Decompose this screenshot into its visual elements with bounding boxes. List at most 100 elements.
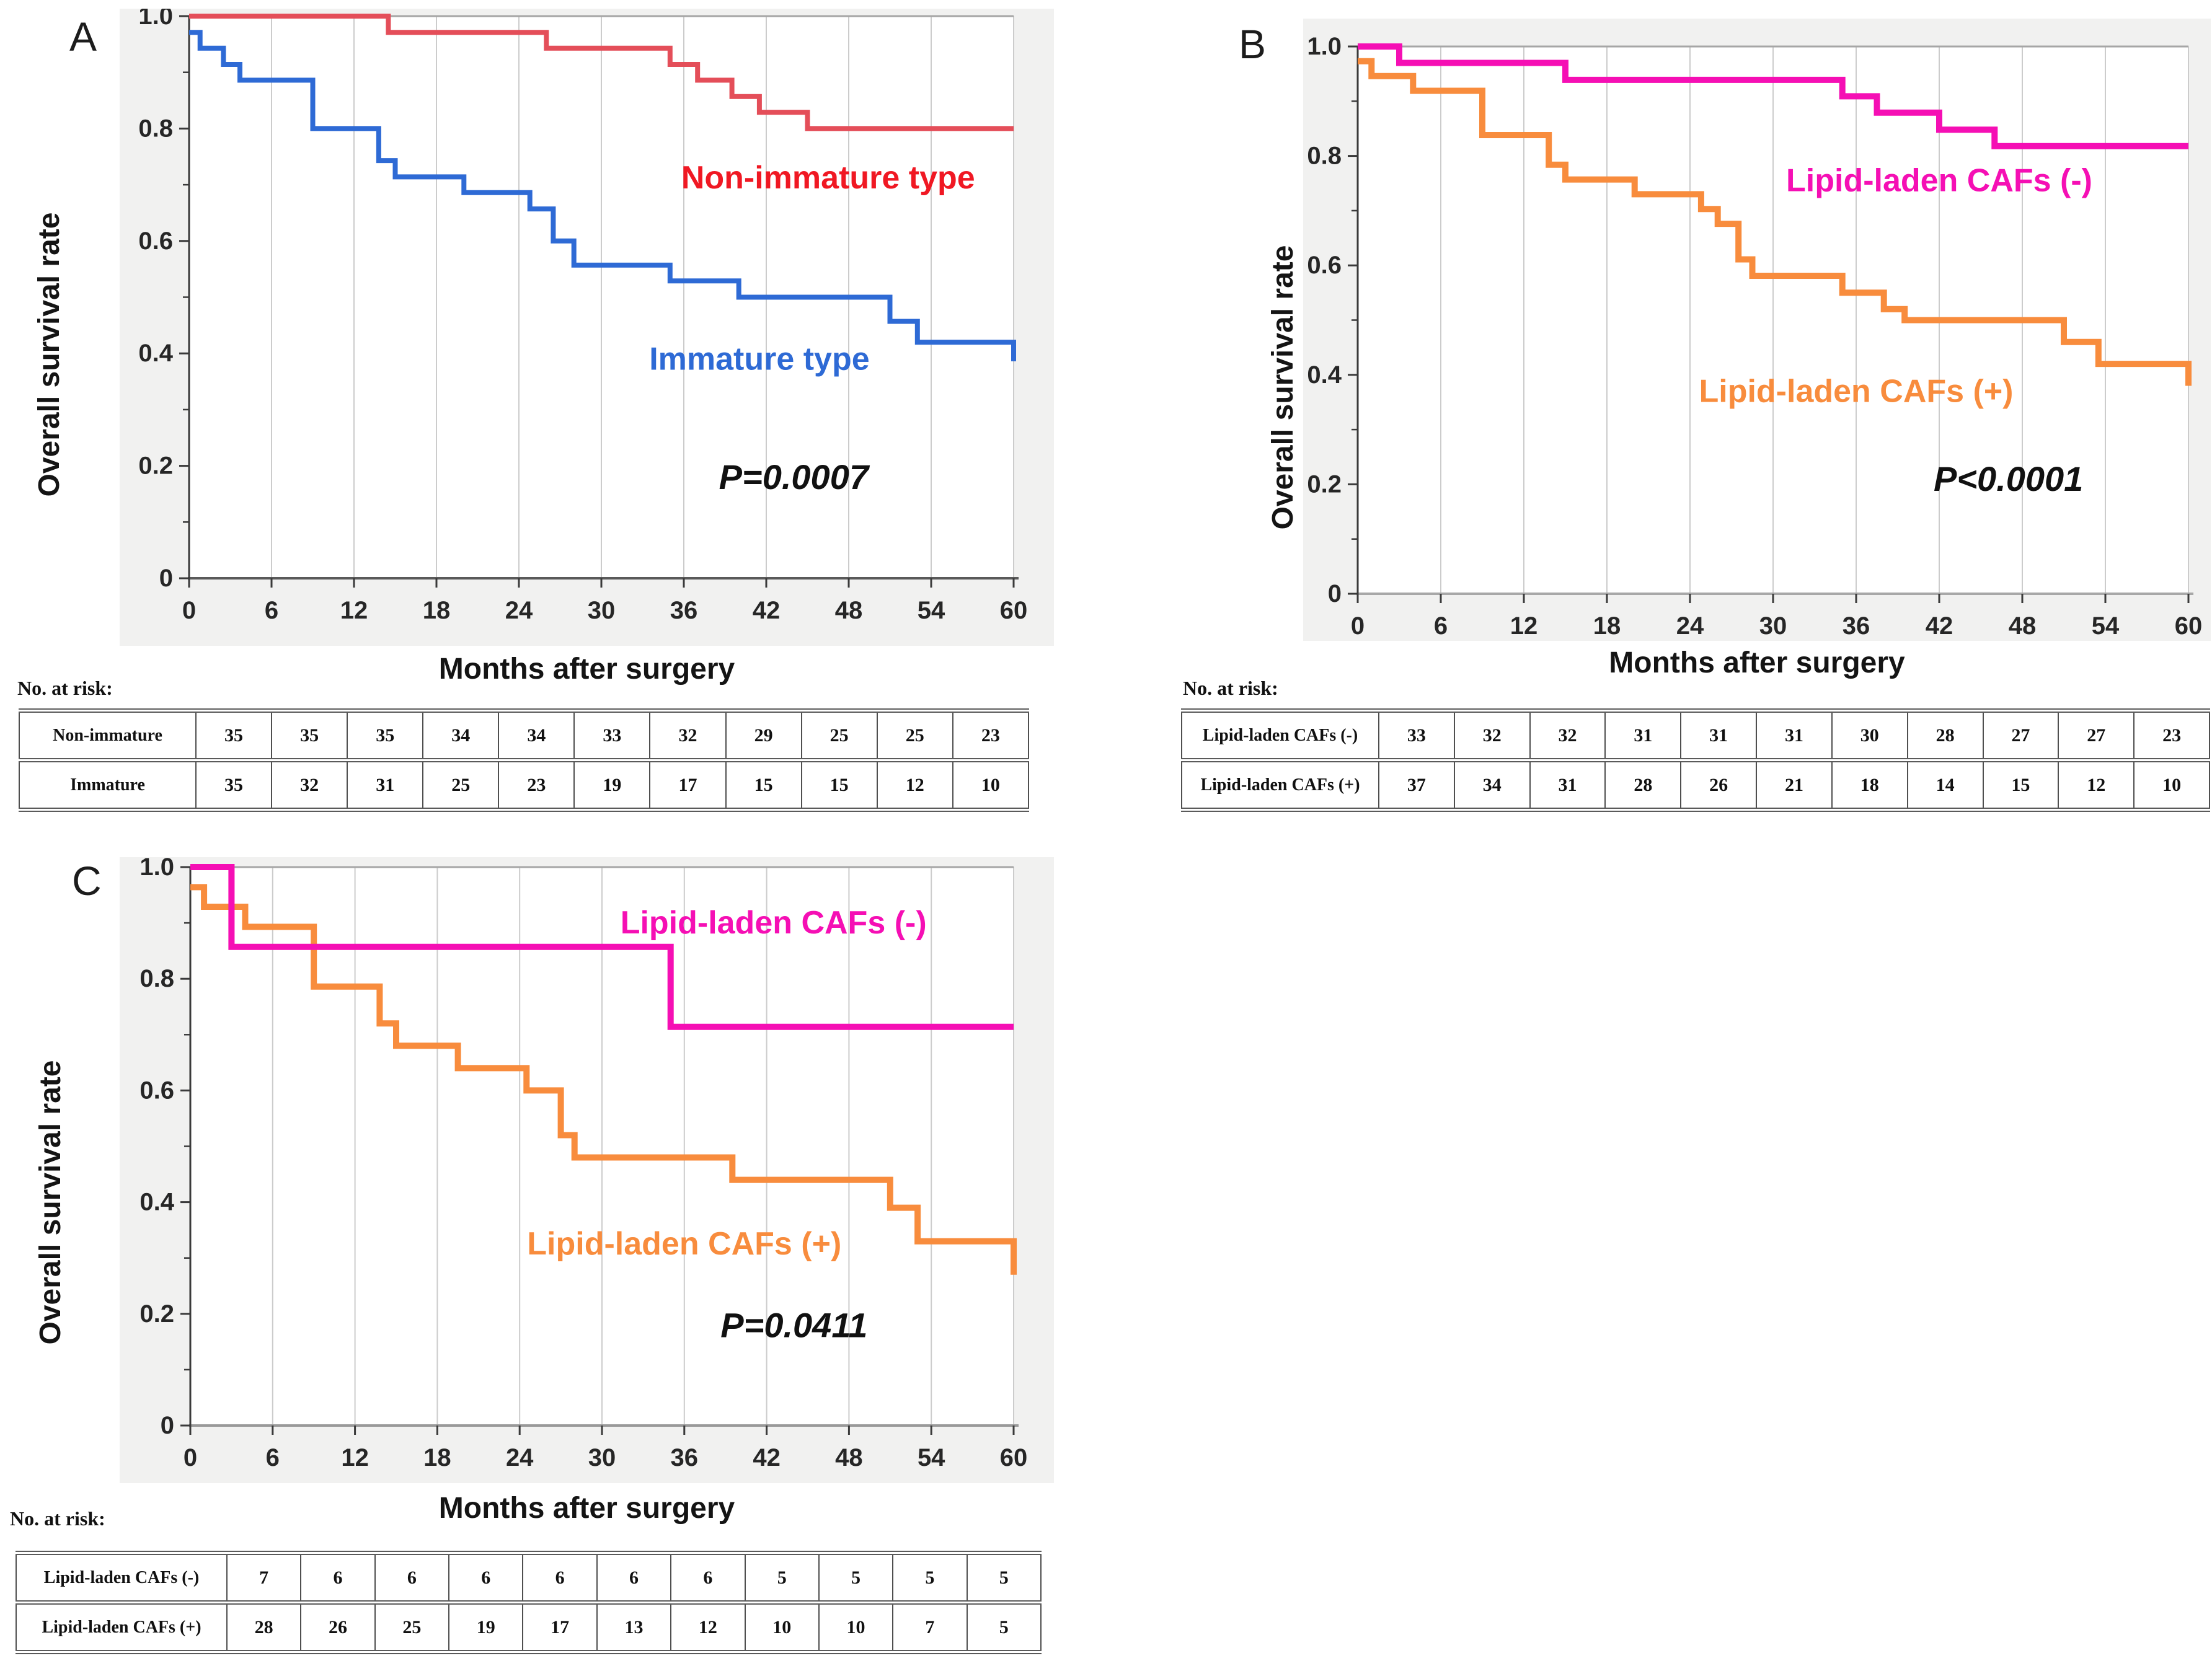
svg-text:6: 6 [265, 597, 278, 624]
svg-text:0.2: 0.2 [138, 452, 173, 480]
y-axis-ticks: 0 0.2 0.4 0.6 0.8 1.0 [1307, 33, 1358, 607]
svg-text:6: 6 [1434, 612, 1448, 640]
risk-row: Immature 35 32 31 25 23 19 17 15 15 12 10 [19, 758, 1029, 810]
risk-title-a: No. at risk: [17, 677, 113, 699]
km-curve [190, 864, 1014, 1030]
risk-count: 23 [498, 758, 575, 810]
risk-count: 5 [966, 1553, 1041, 1603]
svg-text:0.2: 0.2 [139, 1300, 174, 1328]
risk-count: 25 [800, 710, 877, 760]
risk-count: 32 [649, 710, 726, 760]
svg-text:24: 24 [1676, 612, 1704, 640]
svg-text:0.4: 0.4 [139, 1189, 174, 1216]
risk-row: Lipid-laden CAFs (-) 7 6 6 6 6 6 6 5 5 5 5 [16, 1553, 1041, 1603]
risk-count: 10 [744, 1600, 819, 1652]
risk-count: 18 [1831, 758, 1908, 810]
risk-row: Non-immature 35 35 35 34 34 33 32 29 25 25 23 [19, 710, 1029, 760]
svg-text:36: 36 [1843, 612, 1870, 640]
svg-text:48: 48 [835, 597, 863, 624]
risk-count: 35 [271, 710, 348, 760]
risk-table-b: Lipid-laden CAFs (-) 33 32 32 31 31 31 30 28 27 27… [1181, 708, 2210, 812]
svg-text:0.6: 0.6 [138, 227, 173, 255]
x-axis-label-b: Months after surgery [1609, 646, 1905, 679]
risk-count: 28 [1604, 758, 1681, 810]
svg-text:54: 54 [918, 1444, 945, 1471]
svg-text:1.0: 1.0 [1307, 33, 1342, 60]
risk-count: 17 [522, 1600, 597, 1652]
svg-text:60: 60 [2175, 612, 2203, 640]
risk-title-b: No. at risk: [1183, 677, 1278, 699]
risk-count: 5 [818, 1553, 893, 1603]
risk-count: 6 [522, 1553, 597, 1603]
risk-count: 6 [374, 1553, 449, 1603]
risk-count: 15 [1982, 758, 2059, 810]
risk-count: 7 [892, 1600, 967, 1652]
km-curve [190, 884, 1017, 1275]
risk-table-a: Non-immature 35 35 35 34 34 33 32 29 25 25 23 Immatu… [19, 708, 1029, 812]
risk-table-c: Lipid-laden CAFs (-) 7 6 6 6 6 6 6 5 5 5 5 Lipid-lad… [15, 1551, 1042, 1654]
risk-count: 13 [596, 1600, 671, 1652]
risk-count: 34 [1453, 758, 1530, 810]
risk-row-label: Non-immature [53, 725, 162, 745]
svg-text:24: 24 [505, 597, 533, 624]
risk-count: 31 [347, 758, 423, 810]
km-curve [1358, 43, 2188, 149]
risk-count: 10 [818, 1600, 893, 1652]
risk-count: 27 [1982, 710, 2059, 760]
svg-text:0.8: 0.8 [138, 115, 173, 142]
risk-count: 15 [725, 758, 802, 810]
risk-count: 31 [1529, 758, 1606, 810]
km-plot-a: 0 0.2 0.4 0.6 0.8 1.0 0 6 12 18 24 30 36 42 48 54 60 Non-… [120, 9, 1054, 646]
risk-count: 25 [374, 1600, 449, 1652]
p-value: P<0.0001 [1934, 459, 2083, 498]
risk-count: 31 [1604, 710, 1681, 760]
risk-count: 35 [195, 758, 272, 810]
svg-text:12: 12 [1510, 612, 1538, 640]
risk-title-c: No. at risk: [10, 1507, 105, 1530]
risk-count: 10 [2133, 758, 2210, 810]
x-axis-ticks: 0 6 12 18 24 30 36 42 48 54 60 [1351, 594, 2202, 640]
risk-count: 17 [649, 758, 726, 810]
svg-text:48: 48 [835, 1444, 863, 1471]
risk-row: Lipid-laden CAFs (+) 37 34 31 28 26 21 18 14 15 12… [1182, 758, 2210, 810]
risk-count: 19 [448, 1600, 523, 1652]
svg-text:0.4: 0.4 [138, 340, 173, 367]
series-label: Non-immature type [681, 160, 975, 196]
svg-text:1.0: 1.0 [139, 857, 174, 881]
x-axis-ticks: 0 6 12 18 24 30 36 42 48 54 60 [184, 1426, 1027, 1471]
risk-count: 10 [952, 758, 1029, 810]
x-axis-label-c: Months after surgery [438, 1492, 735, 1525]
svg-text:18: 18 [1593, 612, 1621, 640]
km-curve [189, 30, 1016, 361]
svg-text:0: 0 [1328, 580, 1342, 607]
panel-letter-a: A [69, 14, 97, 60]
series-label: Lipid-laden CAFs (+) [1699, 373, 2014, 409]
svg-text:30: 30 [588, 597, 616, 624]
x-axis-label-a: Months after surgery [438, 653, 735, 685]
svg-text:12: 12 [341, 1444, 369, 1471]
svg-text:42: 42 [753, 1444, 781, 1471]
risk-count: 23 [2133, 710, 2210, 760]
svg-text:0.6: 0.6 [1307, 252, 1342, 279]
risk-row-label: Lipid-laden CAFs (+) [1182, 758, 1379, 810]
risk-count: 35 [347, 710, 423, 760]
y-axis-label-c: Overall survival rate [34, 1060, 67, 1345]
y-axis-label-a: Overall survival rate [33, 212, 66, 497]
risk-count: 6 [448, 1553, 523, 1603]
risk-count: 33 [1378, 710, 1454, 760]
risk-count: 25 [422, 758, 499, 810]
series-label: Lipid-laden CAFs (-) [621, 905, 927, 941]
series-label: Lipid-laden CAFs (-) [1786, 162, 2092, 198]
svg-text:24: 24 [506, 1444, 534, 1471]
risk-row: Lipid-laden CAFs (-) 33 32 32 31 31 31 30 28 27 27… [1182, 710, 2210, 760]
svg-text:0: 0 [182, 597, 196, 624]
svg-text:1.0: 1.0 [138, 9, 173, 30]
risk-count: 6 [670, 1553, 745, 1603]
risk-row: Lipid-laden CAFs (+) 28 26 25 19 17 13 12 10 10 7 5 [16, 1600, 1041, 1652]
risk-count: 27 [2058, 710, 2135, 760]
svg-text:6: 6 [266, 1444, 280, 1471]
y-axis-ticks: 0 0.2 0.4 0.6 0.8 1.0 [138, 9, 189, 592]
series-label: Immature type [649, 341, 869, 377]
risk-count: 28 [1906, 710, 1983, 760]
svg-text:36: 36 [670, 597, 698, 624]
